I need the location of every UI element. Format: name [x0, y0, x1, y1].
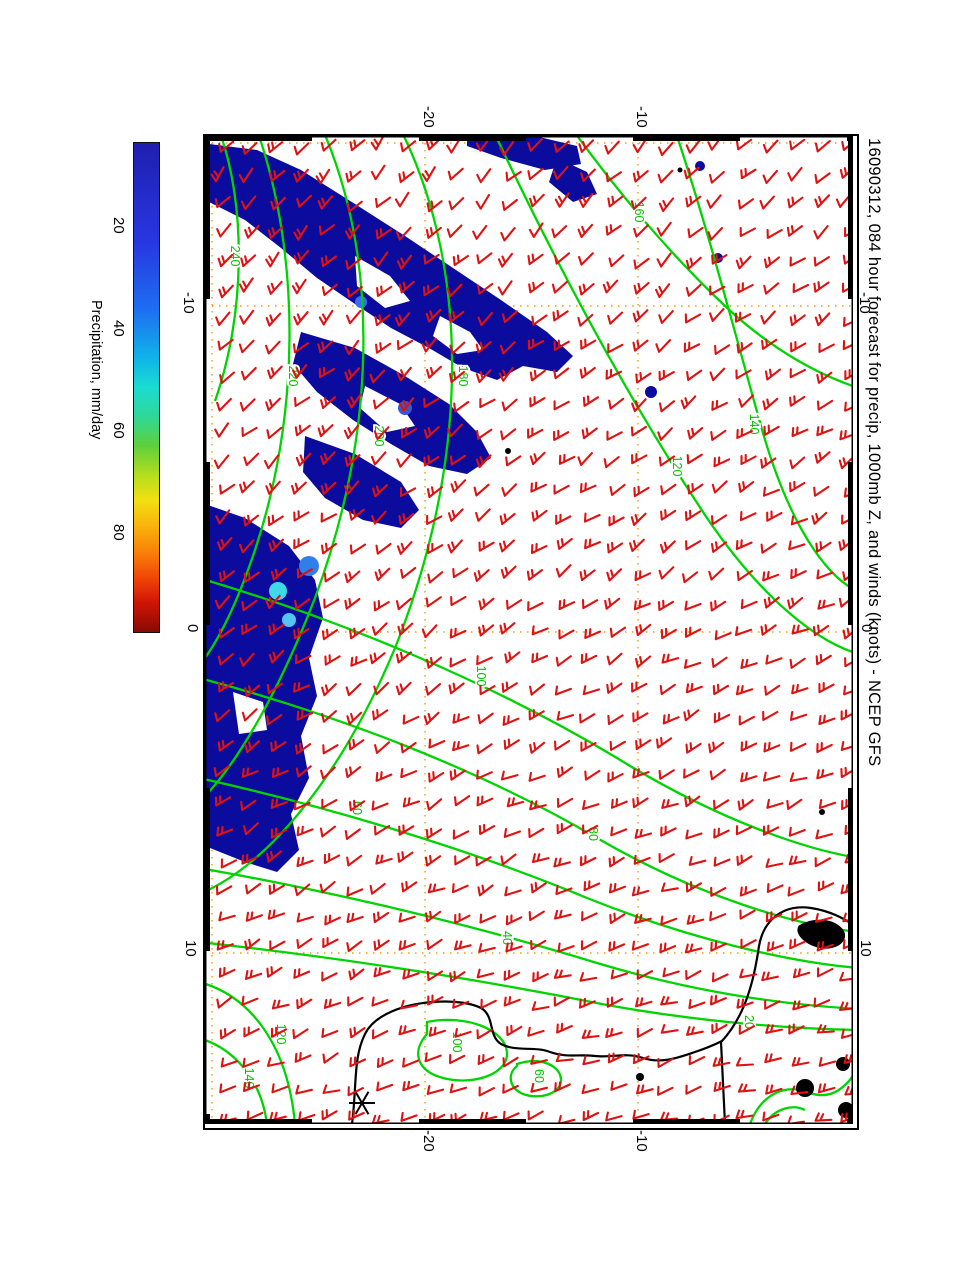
axis-tick-left: 0 — [184, 624, 201, 633]
precipitation-colorbar — [133, 142, 160, 633]
colorbar-axis-label: Precipitation, mm/day — [88, 300, 104, 440]
colorbar-tick-label: 40 — [110, 320, 127, 337]
svg-text:140: 140 — [747, 414, 761, 435]
axis-tick-right: 10 — [857, 940, 874, 957]
map-frame: 240 220 200 180 160 140 120 100 80 60 40 20 120 140 10… — [203, 134, 859, 1130]
axis-tick-top: -10 — [633, 106, 650, 128]
axis-tick-bottom: -20 — [420, 1130, 437, 1152]
axis-tick-bottom: -10 — [633, 1130, 650, 1152]
svg-text:240: 240 — [228, 246, 242, 267]
frame-zebra-layer — [205, 136, 853, 1124]
svg-text:180: 180 — [456, 366, 470, 387]
axis-tick-right: 0 — [858, 624, 875, 633]
axis-tick-right: -10 — [856, 292, 873, 314]
precipitation-layer — [205, 136, 723, 872]
svg-text:60: 60 — [532, 1069, 546, 1083]
axis-tick-left: 10 — [182, 940, 199, 957]
colorbar-tick-label: 60 — [110, 422, 127, 439]
axis-tick-left: -10 — [180, 292, 197, 314]
svg-text:100: 100 — [474, 666, 488, 687]
coastline-layer — [349, 167, 853, 1124]
colorbar-tick-label: 20 — [110, 217, 127, 234]
svg-text:120: 120 — [670, 456, 684, 477]
colorbar-tick-label: 80 — [110, 524, 127, 541]
page-title: 16090312, 084 hour forecast for precip, … — [865, 138, 883, 767]
map-canvas: 2402202001801601401201008060402012014010… — [205, 136, 853, 1124]
axis-tick-top: -20 — [420, 106, 437, 128]
wind-barbs-layer — [210, 136, 853, 1124]
